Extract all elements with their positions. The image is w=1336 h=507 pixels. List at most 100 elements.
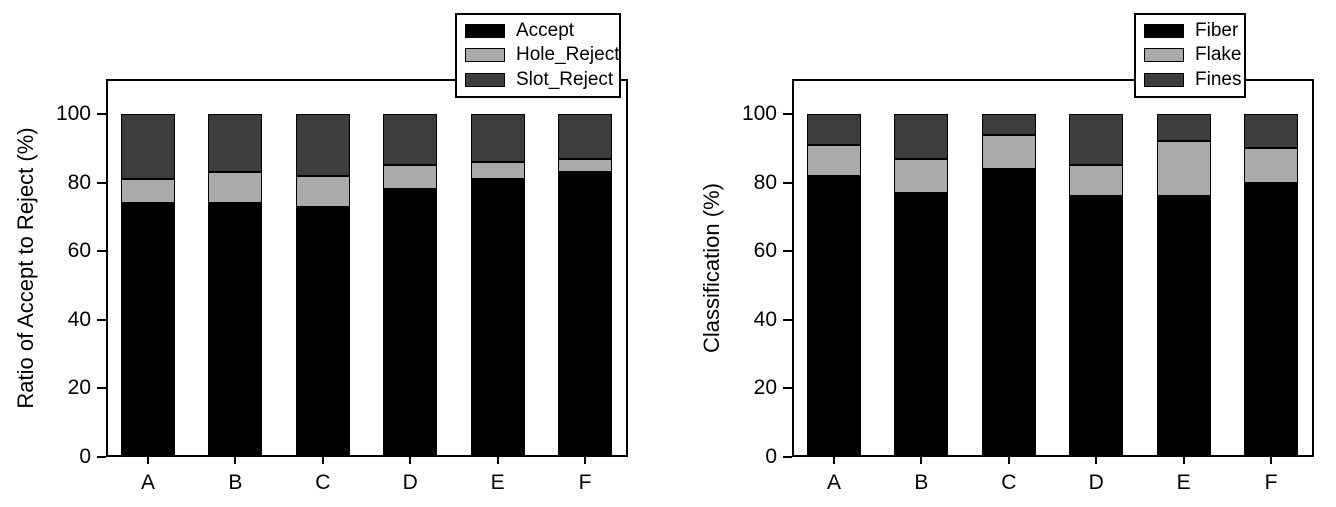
x-axis-tick-label: F bbox=[1264, 471, 1278, 494]
x-axis-tick bbox=[920, 457, 923, 464]
x-axis-tick bbox=[1270, 457, 1272, 464]
x-axis-tick-label: D bbox=[1088, 471, 1104, 494]
bar-segment-slot_reject bbox=[470, 114, 525, 163]
x-axis-tick-label: E bbox=[490, 471, 505, 494]
legend-swatch-fines bbox=[1144, 72, 1184, 87]
bar-segment-accept bbox=[383, 189, 438, 457]
bar-segment-flake bbox=[981, 134, 1036, 169]
right-y-axis-title: Classification (%) bbox=[699, 183, 724, 353]
y-axis-tick-label: 80 bbox=[67, 170, 91, 194]
x-axis-tick bbox=[321, 457, 324, 464]
bar-segment-accept bbox=[121, 203, 175, 457]
legend-label: Fines bbox=[1195, 68, 1242, 90]
x-axis-tick bbox=[234, 457, 237, 464]
bar-segment-slot_reject bbox=[121, 114, 175, 180]
x-axis-tick-label: C bbox=[315, 471, 331, 494]
bar-segment-fiber bbox=[1156, 196, 1211, 457]
y-axis-tick bbox=[783, 250, 792, 253]
bar-segment-hole_reject bbox=[470, 162, 525, 180]
y-axis-tick-label: 40 bbox=[67, 307, 91, 331]
y-axis-tick bbox=[783, 456, 792, 458]
x-axis-tick-label: A bbox=[826, 471, 841, 494]
y-axis-tick-label: 60 bbox=[67, 239, 91, 263]
left-y-axis-title: Ratio of Accept to Reject (%) bbox=[13, 127, 38, 409]
bar-segment-fines bbox=[1069, 114, 1124, 166]
x-axis-tick-label: B bbox=[914, 471, 929, 494]
y-axis-tick bbox=[783, 318, 792, 321]
legend-swatch-hole_reject bbox=[465, 48, 505, 63]
legend-label: Hole_Reject bbox=[516, 44, 620, 66]
legend: Fiber Flake Fines bbox=[1134, 13, 1246, 98]
bar-segment-flake bbox=[1244, 148, 1298, 183]
x-axis-tick bbox=[496, 457, 499, 464]
bar-segment-flake bbox=[1156, 141, 1211, 197]
legend-item: Accept bbox=[465, 20, 611, 42]
legend-item: Fines bbox=[1144, 69, 1241, 91]
plot-frame bbox=[106, 79, 628, 457]
y-axis-tick-label: 100 bbox=[741, 102, 777, 125]
bar-segment-slot_reject bbox=[558, 114, 612, 159]
x-axis-tick-label: A bbox=[140, 471, 155, 494]
y-axis-tick bbox=[783, 113, 792, 115]
x-axis-tick-label: D bbox=[402, 471, 418, 494]
x-axis-tick-label: F bbox=[578, 471, 592, 494]
x-axis-tick-label: E bbox=[1176, 471, 1191, 494]
legend: Accept Hole_Reject Slot_Reject bbox=[455, 13, 621, 98]
bar-segment-fiber bbox=[981, 168, 1036, 457]
bar-segment-flake bbox=[894, 158, 949, 193]
legend-swatch-flake bbox=[1144, 48, 1184, 63]
bar-segment-fiber bbox=[1244, 182, 1298, 457]
bar-segment-slot_reject bbox=[295, 114, 350, 176]
x-axis-tick bbox=[1007, 457, 1010, 464]
bar-segment-slot_reject bbox=[208, 114, 263, 173]
bar-segment-accept bbox=[208, 203, 263, 457]
bar-segment-flake bbox=[807, 144, 861, 176]
y-axis-tick bbox=[783, 181, 792, 184]
legend-item: Slot_Reject bbox=[465, 68, 614, 91]
bar-segment-hole_reject bbox=[383, 165, 438, 190]
x-axis-tick bbox=[409, 457, 412, 464]
bar-segment-fines bbox=[894, 114, 949, 159]
y-axis-tick bbox=[97, 387, 106, 390]
legend-label: Accept bbox=[516, 20, 575, 42]
x-axis-tick bbox=[147, 457, 149, 464]
y-axis-tick-label: 100 bbox=[55, 102, 91, 125]
x-axis-tick bbox=[1182, 457, 1185, 464]
x-axis-tick bbox=[833, 457, 835, 464]
x-axis-tick-label: B bbox=[228, 471, 243, 494]
legend-swatch-fiber bbox=[1144, 24, 1184, 39]
bar-segment-fines bbox=[1156, 114, 1211, 142]
y-axis-tick bbox=[97, 456, 106, 458]
y-axis-tick bbox=[97, 181, 106, 184]
y-axis-tick-label: 20 bbox=[753, 376, 777, 400]
legend-item: Fiber bbox=[1144, 20, 1238, 42]
bar-segment-fines bbox=[1244, 114, 1298, 149]
y-axis-tick-label: 60 bbox=[753, 239, 777, 263]
y-axis-tick bbox=[783, 387, 792, 390]
y-axis-tick-label: 20 bbox=[67, 376, 91, 400]
bar-segment-hole_reject bbox=[558, 158, 612, 173]
legend-swatch-slot_reject bbox=[465, 72, 505, 87]
legend-label: Flake bbox=[1195, 44, 1242, 66]
legend-item: Flake bbox=[1144, 44, 1241, 66]
bar-segment-fines bbox=[807, 114, 861, 145]
bar-segment-fiber bbox=[807, 175, 861, 457]
y-axis-tick-label: 80 bbox=[753, 170, 777, 194]
bar-segment-fines bbox=[981, 114, 1036, 135]
bar-segment-flake bbox=[1069, 165, 1124, 197]
x-axis-tick bbox=[584, 457, 586, 464]
legend-label: Slot_Reject bbox=[516, 68, 614, 90]
bar-segment-fiber bbox=[1069, 196, 1124, 457]
bar-segment-hole_reject bbox=[295, 175, 350, 207]
legend-item: Hole_Reject bbox=[465, 44, 620, 66]
y-axis-tick-label: 0 bbox=[765, 445, 777, 468]
bar-segment-accept bbox=[470, 179, 525, 457]
bar-segment-hole_reject bbox=[121, 179, 175, 204]
bar-segment-accept bbox=[295, 206, 350, 457]
x-axis-tick bbox=[1095, 457, 1098, 464]
bar-segment-slot_reject bbox=[383, 114, 438, 166]
legend-swatch-accept bbox=[465, 24, 505, 39]
